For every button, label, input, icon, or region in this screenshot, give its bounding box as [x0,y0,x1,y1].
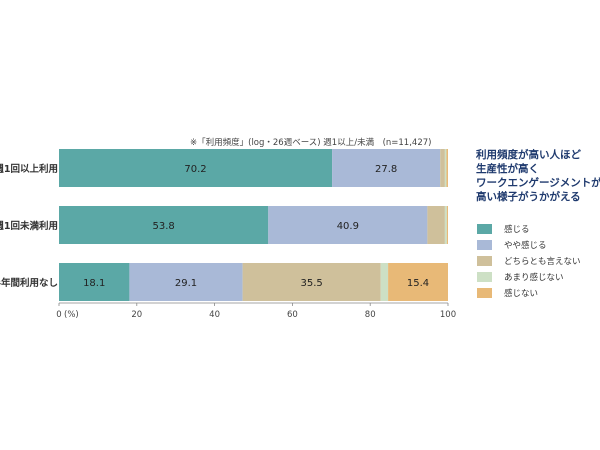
legend-label: どちらとも言えない [504,257,581,267]
headline-line-1: 利用頻度が高い人ほど [476,149,581,161]
category-label: 半年間利用なし [0,277,58,289]
data-label: 15.4 [407,278,429,289]
bar-segment [59,149,333,187]
bar-segment [332,149,441,187]
legend-label: 感じる [504,225,530,235]
legend-swatch [477,272,492,282]
bar-segment [242,263,381,301]
bar-segment [440,149,445,187]
x-tick-label: 40 [209,310,220,320]
bar-segment [427,206,445,244]
data-label: 29.1 [175,278,197,289]
data-label: 40.9 [337,221,359,232]
x-tick-label: 20 [131,310,142,320]
x-tick-label: 100 [440,310,456,320]
bar-segment [129,263,243,301]
legend-item: どちらとも言えない [477,253,581,269]
bar-segment [444,149,447,187]
x-tick-label: 60 [287,310,298,320]
headline-line-2: 生産性が高く [476,163,539,175]
x-tick-label: 0 [56,310,61,320]
legend-label: あまり感じない [504,273,564,283]
x-axis-unit: (%) [64,310,79,320]
data-label: 18.1 [83,278,105,289]
category-label: 週1回以上利用 [0,163,58,175]
data-label: 27.8 [375,164,397,175]
x-tick-label: 80 [365,310,376,320]
legend-swatch [477,288,492,298]
headline-line-3: ワークエンゲージメントが [476,177,600,189]
bar-segment [388,263,448,301]
chart-note: ※「利用頻度」(log・26週ベース) 週1以上/未満 (n=11,427) [190,138,432,148]
legend-item: やや感じる [477,237,581,253]
bar-segment [446,206,448,244]
chart-headline: 利用頻度が高い人ほど 生産性が高く ワークエンゲージメントが 高い様子がうかがえ… [476,148,600,204]
bar-segment [59,263,130,301]
bar-segment [59,206,269,244]
legend-label: 感じない [504,289,539,299]
data-label: 35.5 [301,278,323,289]
legend: 感じる やや感じる どちらとも言えない あまり感じない 感じない [477,221,581,301]
legend-swatch [477,256,492,266]
bar-segment [446,149,448,187]
data-label: 70.2 [184,164,206,175]
bar-segment [268,206,428,244]
legend-swatch [477,240,492,250]
headline-line-4: 高い様子がうかがえる [476,191,581,203]
data-label: 53.8 [153,221,175,232]
legend-item: 感じる [477,221,581,237]
legend-item: あまり感じない [477,269,581,285]
bar-segment [444,206,447,244]
category-label: 週1回未満利用 [0,220,58,232]
legend-item: 感じない [477,285,581,301]
legend-label: やや感じる [504,241,547,251]
bar-segment [380,263,389,301]
legend-swatch [477,224,492,234]
